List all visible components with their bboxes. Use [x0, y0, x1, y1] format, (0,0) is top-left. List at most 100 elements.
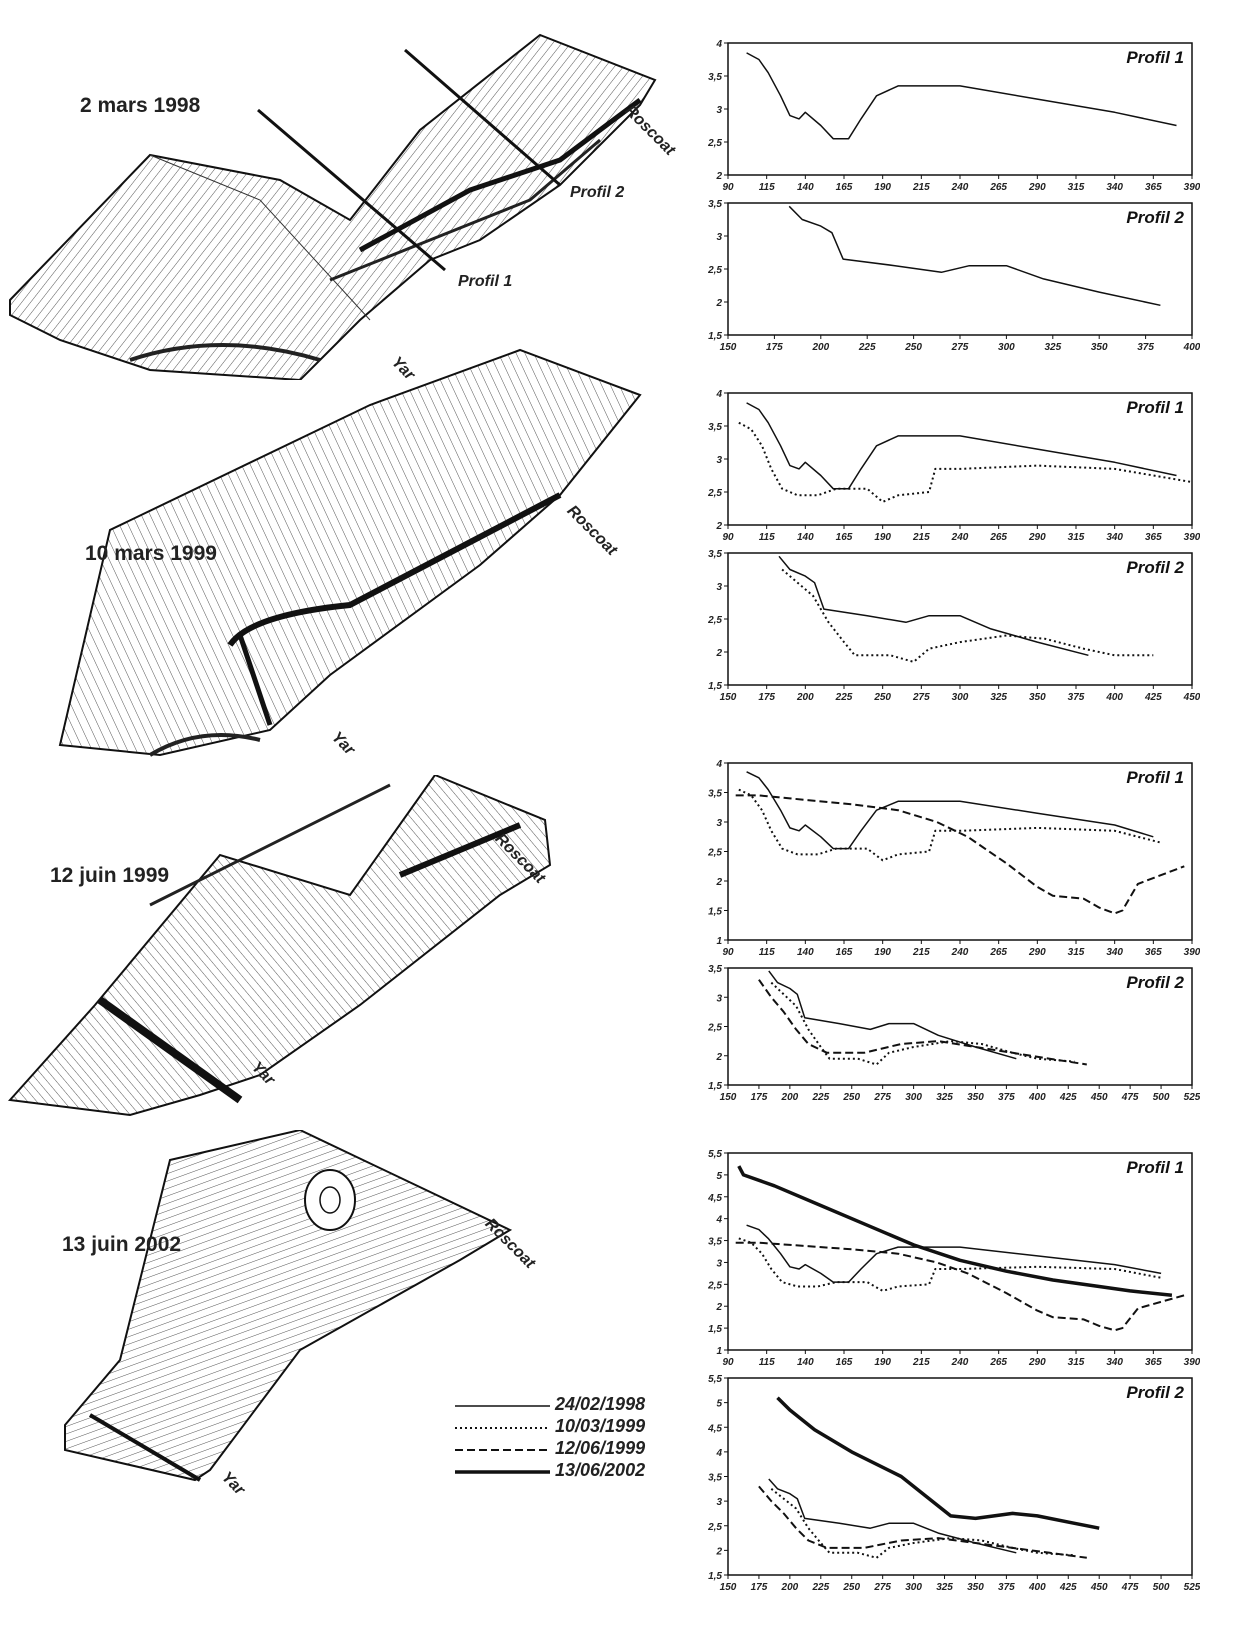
y-tick-label: 3,5: [708, 1473, 722, 1484]
x-tick-label: 265: [989, 1357, 1007, 1368]
chart-svg: 150 175 200 225 250 275 300 325 350 375 400 425 450 1…: [707, 549, 1201, 703]
x-tick-label: 350: [1091, 342, 1108, 353]
profile-chart: 150 175 200 225 250 275 300 325 350 375 400 425 450 1…: [700, 545, 1201, 705]
y-tick-label: 2,5: [707, 1023, 722, 1034]
x-tick-label: 350: [967, 1582, 984, 1593]
x-tick-label: 215: [912, 182, 930, 193]
plot-frame: [727, 967, 1193, 1086]
plot-frame: [727, 762, 1193, 941]
x-tick-label: 390: [1184, 182, 1200, 193]
legend-line-solid-thin: [455, 1405, 550, 1407]
x-tick-label: 290: [1028, 182, 1046, 193]
chart-title: Profil 2: [1126, 1383, 1184, 1402]
x-tick-label: 140: [797, 947, 814, 958]
profile-chart: 150 175 200 225 250 275 300 325 350 375 400 425 450 4…: [700, 960, 1201, 1105]
y-tick-label: 2,5: [707, 1280, 722, 1291]
x-tick-label: 325: [936, 1092, 953, 1103]
y-tick-label: 4: [715, 1448, 722, 1459]
legend-label: 13/06/2002: [555, 1460, 646, 1480]
x-tick-label: 215: [912, 1357, 930, 1368]
x-tick-label: 240: [951, 532, 969, 543]
series-line-dashed: [735, 794, 1185, 915]
y-tick-label: 2: [715, 171, 722, 182]
x-tick-label: 250: [904, 342, 922, 353]
series-line-solid-thin: [768, 1478, 1017, 1554]
map-panel-1999-june: 12 juin 1999 Roscoat Yar: [0, 775, 680, 1125]
x-tick-label: 190: [874, 182, 891, 193]
y-tick-label: 3,5: [708, 964, 722, 975]
chart-svg: 150 175 200 225 250 275 300 325 350 375 400 425 450 4…: [707, 964, 1201, 1103]
y-tick-label: 2: [715, 1546, 722, 1557]
x-tick-label: 90: [722, 532, 734, 543]
y-tick-label: 3: [716, 1497, 722, 1508]
x-tick-label: 200: [811, 342, 829, 353]
x-tick-label: 475: [1121, 1582, 1139, 1593]
plot-frame: [727, 202, 1193, 336]
plot-frame: [727, 42, 1193, 176]
y-tick-label: 1,5: [708, 1324, 722, 1335]
x-tick-label: 250: [873, 692, 891, 703]
y-tick-label: 2: [715, 877, 722, 888]
y-tick-label: 1: [716, 1346, 722, 1357]
chart-title: Profil 1: [1126, 48, 1184, 67]
x-tick-label: 425: [1059, 1092, 1077, 1103]
x-tick-label: 165: [836, 1357, 853, 1368]
x-tick-label: 150: [720, 692, 737, 703]
x-tick-label: 175: [758, 692, 775, 703]
x-tick-label: 300: [952, 692, 969, 703]
y-tick-label: 1,5: [708, 907, 722, 918]
x-tick-label: 340: [1106, 532, 1123, 543]
y-tick-label: 2: [715, 1302, 722, 1313]
x-tick-label: 140: [797, 182, 814, 193]
y-tick-label: 5: [716, 1399, 722, 1410]
x-tick-label: 525: [1184, 1582, 1200, 1593]
x-tick-label: 115: [759, 947, 775, 958]
y-tick-label: 3: [716, 582, 722, 593]
x-tick-label: 400: [1028, 1582, 1046, 1593]
y-tick-label: 2: [715, 521, 722, 532]
series-line-dotted: [738, 788, 1162, 862]
y-tick-label: 4,5: [707, 1193, 722, 1204]
chart-svg: 150 175 200 225 250 275 300 325 350 375 400 1,5 2 2,5…: [707, 199, 1201, 353]
x-tick-label: 215: [912, 532, 930, 543]
x-tick-label: 525: [1184, 1092, 1200, 1103]
profil-2-annotation: Profil 2: [570, 184, 625, 201]
chart-svg: 90 115 140 165 190 215 240 265 290 315 340 365 390 2 2…: [707, 39, 1201, 193]
x-tick-label: 225: [811, 1092, 829, 1103]
profile-chart: 90 115 140 165 190 215 240 265 290 315 340 365 390 1 1…: [700, 1145, 1201, 1370]
legend-item: 12/06/1999: [455, 1438, 695, 1460]
x-tick-label: 325: [936, 1582, 953, 1593]
y-tick-label: 3,5: [708, 1237, 722, 1248]
x-tick-label: 365: [1145, 1357, 1162, 1368]
contour-map-2002: [64, 1130, 513, 1482]
y-tick-label: 2: [715, 648, 722, 659]
contour-map-1999-june: [7, 775, 552, 1117]
legend-label: 24/02/1998: [555, 1394, 646, 1414]
x-tick-label: 340: [1106, 947, 1123, 958]
x-tick-label: 375: [1068, 692, 1085, 703]
series-line-solid-thin: [746, 402, 1177, 490]
y-tick-label: 2: [715, 298, 722, 309]
x-tick-label: 240: [951, 1357, 969, 1368]
x-tick-label: 175: [766, 342, 783, 353]
y-tick-label: 1,5: [708, 681, 722, 692]
map-panel-1998: 2 mars 1998 Profil 2 Profil 1 Roscoat Ya…: [0, 0, 680, 384]
profile-chart: 90 115 140 165 190 215 240 265 290 315 340 365 390 2 2…: [700, 35, 1201, 195]
series-line-dotted: [770, 981, 1075, 1066]
x-tick-label: 250: [842, 1092, 860, 1103]
x-tick-label: 325: [990, 692, 1007, 703]
series-line-solid-thin: [778, 555, 1089, 657]
series-line-dotted: [738, 1237, 1162, 1292]
x-tick-label: 365: [1145, 947, 1162, 958]
y-tick-label: 4: [715, 39, 722, 50]
y-tick-label: 5,5: [708, 1374, 722, 1385]
map-date-label: 13 juin 2002: [62, 1233, 182, 1256]
legend-item: 24/02/1998: [455, 1394, 695, 1416]
x-tick-label: 240: [951, 947, 969, 958]
x-tick-label: 90: [722, 947, 734, 958]
map-panel-2002: 13 juin 2002 Roscoat Yar: [0, 1130, 680, 1510]
x-tick-label: 315: [1068, 1357, 1085, 1368]
x-tick-label: 140: [797, 1357, 814, 1368]
y-tick-label: 5,5: [708, 1149, 722, 1160]
y-tick-label: 2,5: [707, 615, 722, 626]
